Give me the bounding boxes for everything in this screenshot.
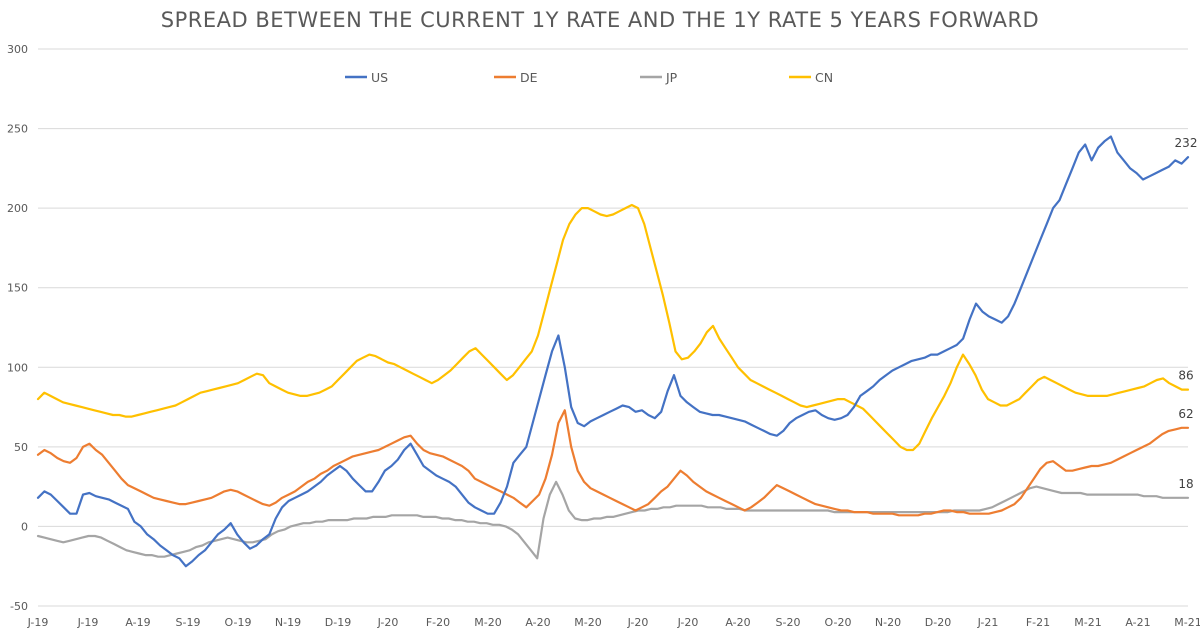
legend: US DE JP CN [345,70,833,85]
series-line-cn [36,203,1190,452]
x-tick-label: A-20 [525,616,550,629]
x-tick-label: O-19 [225,616,252,629]
x-tick-label: M-20 [474,616,501,629]
x-tick-label: S-20 [776,616,801,629]
x-tick-label: J-21 [977,616,999,629]
x-tick-label: D-19 [325,616,351,629]
x-axis: J-19 J-19 A-19 S-19 O-19 N-19 D-19 J-20 F-20 M-20… [27,616,1200,629]
y-tick-label: 250 [7,123,28,136]
x-tick-label: M-21 [1074,616,1101,629]
gridlines [38,48,1188,607]
x-tick-label: M-20 [574,616,601,629]
legend-label-us: US [371,70,388,85]
series-line-jp [36,480,1190,560]
y-tick-label: 100 [7,361,28,374]
legend-label-jp: JP [665,70,678,85]
end-label-us: 232 [1175,136,1198,150]
x-tick-label: J-20 [377,616,399,629]
x-tick-label: N-20 [875,616,901,629]
y-tick-label: 50 [14,441,28,454]
series-line-de [36,409,1190,517]
x-tick-label: S-19 [176,616,201,629]
x-tick-label: J-19 [27,616,49,629]
legend-label-de: DE [520,70,538,85]
x-tick-label: D-20 [925,616,951,629]
x-tick-label: N-19 [275,616,301,629]
x-tick-label: F-21 [1026,616,1050,629]
x-tick-label: A-19 [125,616,150,629]
y-axis: -50 0 50 100 150 200 250 300 [7,43,28,613]
x-tick-label: J-20 [627,616,649,629]
series-lines [36,135,1190,568]
y-tick-label: -50 [10,600,28,613]
x-tick-label: A-20 [725,616,750,629]
series-line-us [36,135,1190,568]
end-label-cn: 86 [1178,369,1193,383]
y-tick-label: 150 [7,282,28,295]
x-tick-label: M-21 [1174,616,1200,629]
y-tick-label: 300 [7,43,28,56]
x-tick-label: O-20 [825,616,852,629]
x-tick-label: A-21 [1125,616,1150,629]
legend-label-cn: CN [815,70,833,85]
end-label-jp: 18 [1178,477,1193,491]
x-tick-label: J-19 [77,616,99,629]
x-tick-label: J-20 [677,616,699,629]
end-label-de: 62 [1178,407,1193,421]
chart-title: SPREAD BETWEEN THE CURRENT 1Y RATE AND T… [160,8,1040,32]
y-tick-label: 0 [21,520,28,533]
y-tick-label: 200 [7,202,28,215]
x-tick-label: F-20 [426,616,450,629]
end-labels: 232 62 18 86 [1175,136,1198,491]
